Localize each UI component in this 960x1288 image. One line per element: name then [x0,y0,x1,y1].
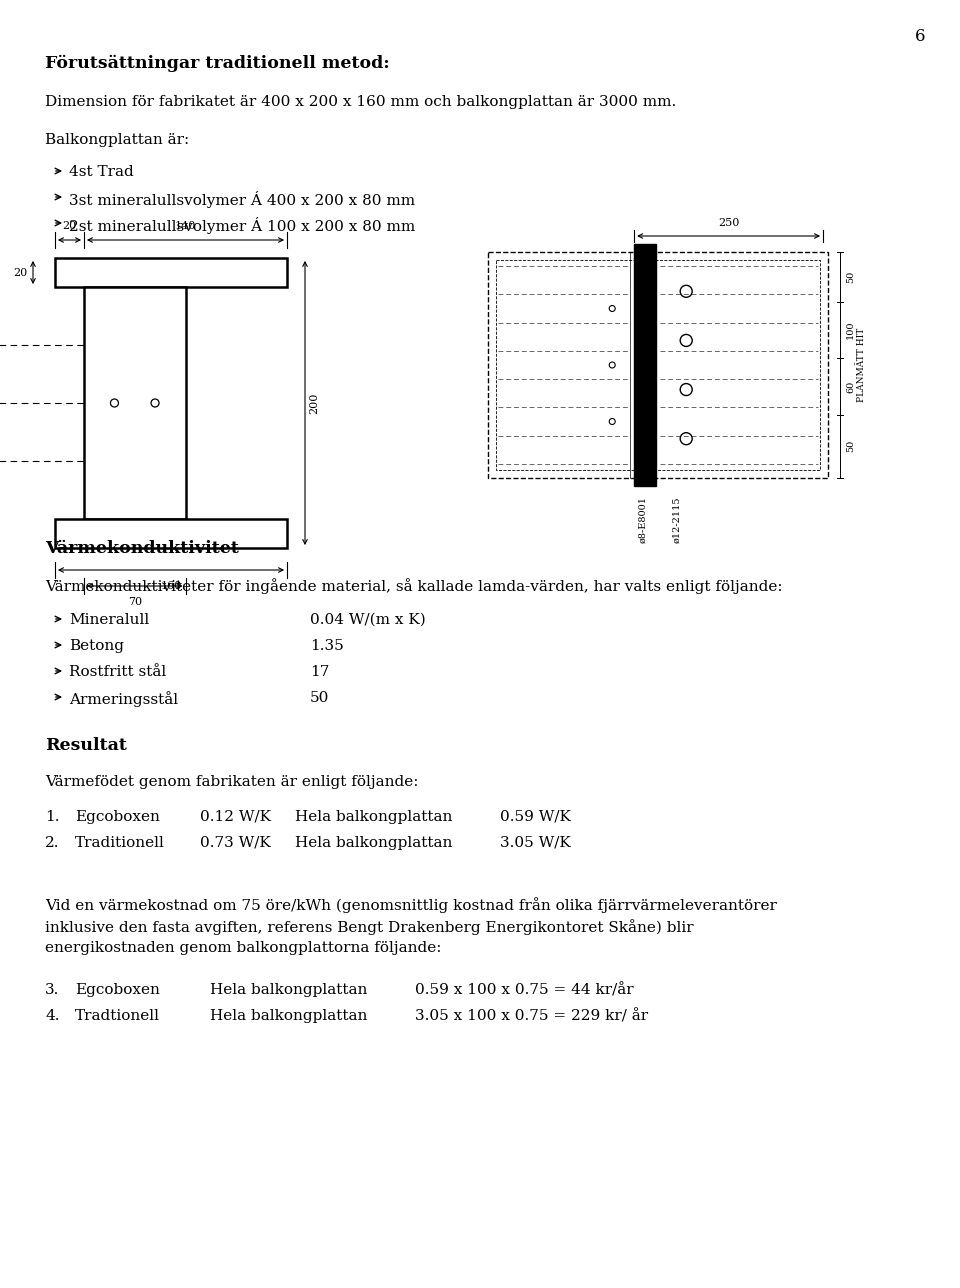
Text: 0.12 W/K: 0.12 W/K [200,810,271,824]
Text: 1.: 1. [45,810,60,824]
Text: Resultat: Resultat [45,737,127,753]
Text: Hela balkongplattan: Hela balkongplattan [295,810,452,824]
Text: 4.: 4. [45,1009,60,1023]
Text: 3.05 x 100 x 0.75 = 229 kr/ år: 3.05 x 100 x 0.75 = 229 kr/ år [415,1009,648,1024]
Polygon shape [635,243,657,486]
Text: 20: 20 [62,222,77,231]
Text: Armeringsstål: Armeringsstål [69,690,179,707]
Text: ø8-E8001: ø8-E8001 [638,496,648,544]
Text: Tradtionell: Tradtionell [75,1009,160,1023]
Text: 50: 50 [310,690,329,705]
Text: Traditionell: Traditionell [75,836,165,850]
Text: PLANMÄTT HIT: PLANMÄTT HIT [857,328,867,402]
Text: inklusive den fasta avgiften, referens Bengt Drakenberg Energikontoret Skåne) bl: inklusive den fasta avgiften, referens B… [45,920,694,935]
Text: ø12-2115: ø12-2115 [673,496,682,542]
Text: 250: 250 [718,218,739,228]
Text: 3.: 3. [45,983,60,997]
Text: 6: 6 [915,28,925,45]
Text: 140: 140 [175,222,196,231]
Text: 3st mineralullsvolymer Á 400 x 200 x 80 mm: 3st mineralullsvolymer Á 400 x 200 x 80 … [69,191,415,207]
Text: 60: 60 [846,380,855,393]
Text: energikostnaden genom balkongplattorna följande:: energikostnaden genom balkongplattorna f… [45,942,442,954]
Text: Hela balkongplattan: Hela balkongplattan [210,983,368,997]
Text: Förutsättningar traditionell metod:: Förutsättningar traditionell metod: [45,55,390,72]
Text: Värmekonduktivitet: Värmekonduktivitet [45,540,239,556]
Text: Hela balkongplattan: Hela balkongplattan [295,836,452,850]
Text: 100: 100 [846,321,855,339]
Text: 50: 50 [846,270,855,283]
Text: Dimension för fabrikatet är 400 x 200 x 160 mm och balkongplattan är 3000 mm.: Dimension för fabrikatet är 400 x 200 x … [45,95,676,109]
Text: 4st Trad: 4st Trad [69,165,133,179]
Text: 200: 200 [309,393,319,413]
Text: 2st mineralullsvolymer Á 100 x 200 x 80 mm: 2st mineralullsvolymer Á 100 x 200 x 80 … [69,216,416,234]
Text: 0.59 W/K: 0.59 W/K [500,810,571,824]
Text: Rostfritt stål: Rostfritt stål [69,665,166,679]
Text: 0.04 W/(m x K): 0.04 W/(m x K) [310,613,425,627]
Text: 160: 160 [160,581,181,591]
Text: 0.73 W/K: 0.73 W/K [200,836,271,850]
Text: 2.: 2. [45,836,60,850]
Text: 3.05 W/K: 3.05 W/K [500,836,571,850]
Text: Hela balkongplattan: Hela balkongplattan [210,1009,368,1023]
Text: Egcoboxen: Egcoboxen [75,983,160,997]
Polygon shape [55,258,287,287]
Text: Mineralull: Mineralull [69,613,149,627]
Text: Vid en värmekostnad om 75 öre/kWh (genomsnittlig kostnad från olika fjärrvärmele: Vid en värmekostnad om 75 öre/kWh (genom… [45,896,777,913]
Polygon shape [84,287,185,519]
Text: 20: 20 [13,268,28,277]
Text: 17: 17 [310,665,329,679]
Polygon shape [55,519,287,547]
Text: Värmekonduktiviteter för ingående material, så kallade lamda-värden, har valts e: Värmekonduktiviteter för ingående materi… [45,578,782,594]
Text: 50: 50 [846,440,855,452]
Text: 1.35: 1.35 [310,639,344,653]
Text: 0.59 x 100 x 0.75 = 44 kr/år: 0.59 x 100 x 0.75 = 44 kr/år [415,983,634,997]
Text: Egcoboxen: Egcoboxen [75,810,160,824]
Text: 70: 70 [128,598,142,607]
Text: Betong: Betong [69,639,124,653]
Text: Balkongplattan är:: Balkongplattan är: [45,133,189,147]
Text: Värmefödet genom fabrikaten är enligt följande:: Värmefödet genom fabrikaten är enligt fö… [45,775,419,790]
